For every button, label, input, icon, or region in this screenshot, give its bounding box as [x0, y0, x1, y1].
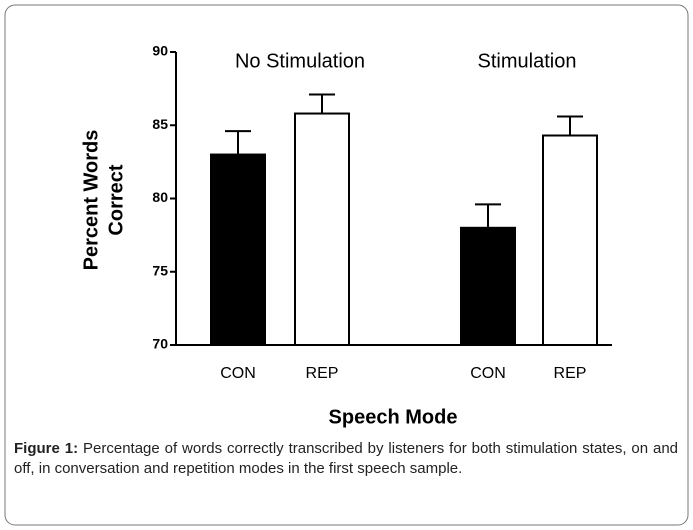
x-tick-label: REP	[306, 365, 339, 382]
caption: Figure 1: Percentage of words correctly …	[14, 439, 678, 479]
x-tick-label: REP	[554, 365, 587, 382]
y-tick-label: 90	[152, 43, 168, 59]
figure-border	[4, 4, 689, 526]
group-label: No Stimulation	[235, 50, 365, 72]
x-axis-label: Speech Mode	[329, 406, 458, 428]
caption-text: Percentage of words correctly transcribe…	[14, 440, 679, 477]
caption-label: Figure 1:	[14, 440, 79, 457]
y-axis-label: Percent Words	[80, 130, 102, 271]
y-tick-label: 70	[152, 336, 168, 352]
x-tick-label: CON	[220, 365, 256, 382]
y-tick-label: 75	[152, 262, 168, 278]
y-tick-label: 80	[152, 189, 168, 205]
group-label: Stimulation	[478, 50, 577, 72]
bar	[460, 226, 516, 346]
bar	[210, 153, 266, 346]
bar	[294, 112, 350, 346]
x-tick-label: CON	[470, 365, 506, 382]
y-axis-label: Correct	[105, 164, 127, 235]
y-tick-label: 85	[152, 116, 168, 132]
bar	[542, 134, 598, 346]
